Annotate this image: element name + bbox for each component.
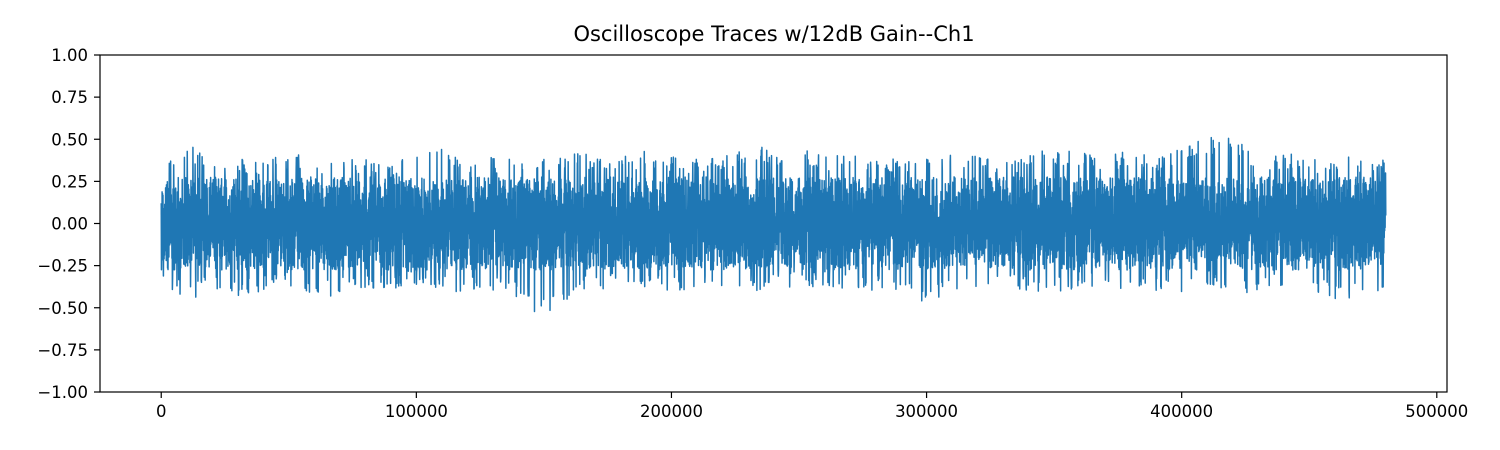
y-tick-label: 0.50 <box>51 130 88 149</box>
y-tick-label: −0.75 <box>37 341 88 360</box>
trace-line-ch1 <box>160 136 1387 313</box>
plot-area <box>99 54 1448 393</box>
x-tick-label: 400000 <box>1150 402 1213 421</box>
y-tick-label: 0.75 <box>51 88 88 107</box>
chart-title: Oscilloscope Traces w/12dB Gain--Ch1 <box>573 22 974 46</box>
x-axis: 0 100000 200000 300000 400000 500000 <box>156 392 1468 421</box>
y-tick-label: 1.00 <box>51 46 88 65</box>
x-tick-label: 300000 <box>895 402 958 421</box>
y-tick-label: −0.25 <box>37 257 88 276</box>
y-tick-label: −1.00 <box>37 383 88 402</box>
y-tick-label: −0.50 <box>37 299 88 318</box>
y-tick-label: 0.25 <box>51 172 88 191</box>
x-tick-label: 200000 <box>640 402 703 421</box>
trace-layer <box>160 136 1387 313</box>
x-tick-label: 500000 <box>1405 402 1468 421</box>
y-axis: −1.00 −0.75 −0.50 −0.25 0.00 0.25 0.50 0.75 1.00 <box>37 46 100 402</box>
y-tick-label: 0.00 <box>51 215 88 234</box>
x-tick-label: 100000 <box>385 402 448 421</box>
x-tick-label: 0 <box>156 402 167 421</box>
